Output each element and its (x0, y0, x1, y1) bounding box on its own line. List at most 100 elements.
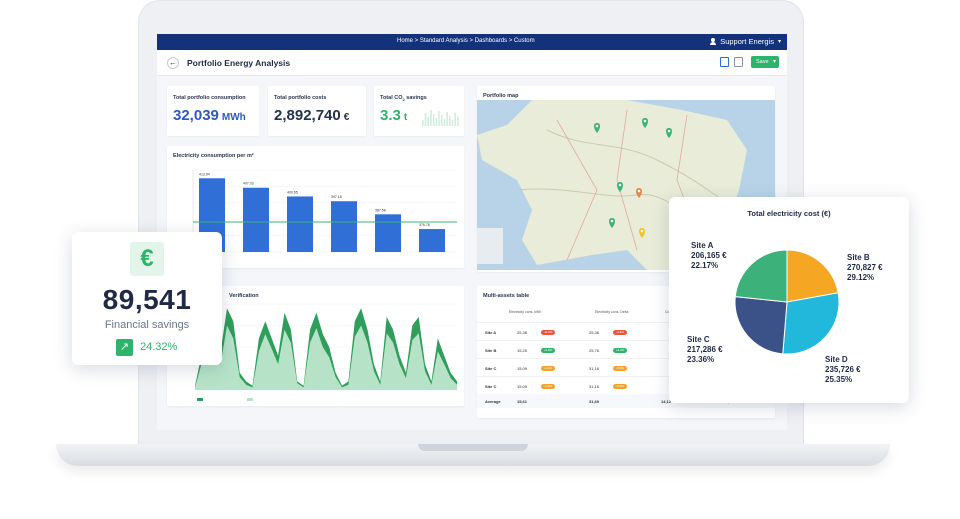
verification-area-chart (195, 303, 457, 401)
map-pin-icon[interactable] (639, 228, 645, 238)
kpi-value: 3.3 t (380, 107, 408, 124)
sparkline-bar (440, 115, 443, 126)
legend-swatch (247, 398, 253, 401)
table-row[interactable]: Site C 15,09 31,16 -1,2% -0,9% (477, 358, 775, 376)
sparkline-bar (438, 111, 440, 126)
footer-value: 31,69 (589, 399, 600, 404)
page-header: ← Portfolio Energy Analysis Save (157, 50, 787, 76)
sparkline-bar (457, 117, 459, 126)
value-cell: 25,76 (589, 348, 600, 353)
user-name: Support Energis (720, 37, 774, 46)
sparkline-bar (449, 116, 451, 126)
site-cell: Site A (485, 330, 497, 335)
column-header[interactable]: Co (665, 310, 670, 314)
chevron-down-icon: ▾ (777, 39, 781, 45)
pie-slice-label: Site B 270,827 €29.12% (847, 253, 883, 282)
financial-savings-card: € 89,541 Financial savings ↗ 24.32% (72, 232, 222, 365)
delta-badge: -11,6% (541, 330, 555, 335)
table-row[interactable]: Site C 15,09 31,16 -1,2% -0,9% (477, 376, 775, 394)
footer-value: 15,61 (517, 399, 528, 404)
consumption-bar-chart: 413.94 407.03 400.65 397.15 387.58 376.78 (192, 169, 457, 253)
user-icon (710, 38, 717, 45)
pie-slice[interactable] (786, 249, 839, 303)
map-pin-icon[interactable] (617, 182, 623, 192)
sparkline-bar (432, 114, 435, 126)
back-button[interactable]: ← (167, 57, 179, 69)
verification-chart-card: Verification (167, 286, 464, 406)
map-pin-icon[interactable] (594, 123, 600, 133)
image-export-icon[interactable] (720, 57, 729, 67)
footer-label: Average (485, 399, 501, 404)
pie-slice[interactable] (782, 292, 840, 355)
page-title: Portfolio Energy Analysis (187, 58, 291, 68)
delta-badge: -0,9% (613, 384, 627, 389)
footer-value: 14,12 (661, 399, 672, 404)
pie-title: Total electricity cost (€) (747, 209, 831, 218)
bar[interactable] (287, 196, 313, 252)
document-export-icon[interactable] (734, 57, 743, 67)
sparkline-bar (454, 113, 456, 126)
table-row[interactable]: Site B 15,25 25,76 +0,8% +2,3% (477, 340, 775, 358)
savings-trend: 24.32% (140, 341, 178, 353)
pie-slice-label: Site D 235,726 €25.35% (825, 355, 861, 384)
bar[interactable] (375, 214, 401, 252)
sparkline-bar (427, 117, 429, 126)
map-pin-icon[interactable] (609, 218, 615, 228)
sparkline-bar (446, 112, 448, 126)
kpi-value: 2,892,740 € (274, 107, 350, 124)
site-cell: Site C (485, 366, 497, 371)
bar[interactable] (331, 201, 357, 252)
breadcrumb[interactable]: Home > Standard Analysis > Dashboards > … (397, 38, 535, 44)
bar[interactable] (243, 187, 269, 252)
site-cell: Site B (485, 348, 497, 353)
map-pin-icon[interactable] (642, 118, 648, 128)
sparkline-bar (443, 119, 446, 126)
pie-slice[interactable] (734, 296, 788, 355)
euro-icon: € (130, 242, 164, 276)
delta-badge: -1,2% (541, 384, 555, 389)
value-cell: 15,25 (517, 348, 528, 353)
pie-slice-label: Site C 217,286 €23.36% (687, 335, 723, 364)
sparkline-bar (422, 120, 424, 126)
bar-value-label: 397.15 (331, 195, 342, 199)
bar-value-label: 413.94 (199, 172, 210, 176)
bar[interactable] (419, 229, 445, 252)
electricity-cost-pie (734, 249, 840, 355)
map-pin-icon[interactable] (636, 188, 642, 198)
bar-value-label: 387.58 (375, 208, 386, 212)
kpi-co2-savings: Total CO2 savings 3.3 t (374, 86, 464, 136)
value-cell: 15,09 (517, 366, 528, 371)
co2-sparkline (422, 110, 459, 126)
delta-badge: -1,2% (541, 366, 555, 371)
column-header[interactable]: Electricity cons. Delta (595, 310, 629, 314)
sparkline-bar (424, 113, 427, 126)
legend-swatch (197, 398, 203, 401)
value-cell: 31,16 (589, 384, 600, 389)
table-row[interactable]: Site A 25,38 25,36 -11,6% -4,9% (477, 322, 775, 340)
sparkline-bar (435, 118, 438, 126)
map-pin-icon[interactable] (666, 128, 672, 138)
delta-badge: +0,8% (541, 348, 555, 353)
table-title: Multi-assets table (483, 293, 530, 299)
bar-value-label: 407.03 (243, 182, 254, 186)
electricity-cost-pie-card: Total electricity cost (€) Site A 206,165… (669, 197, 909, 403)
site-cell: Site C (485, 384, 497, 389)
value-cell: 31,16 (589, 366, 600, 371)
user-menu[interactable]: Support Energis ▾ (710, 37, 781, 46)
save-button[interactable]: Save (751, 56, 779, 68)
savings-value: 89,541 (102, 284, 192, 315)
delta-badge: -0,9% (613, 366, 627, 371)
kpi-label: Total portfolio costs (274, 95, 327, 101)
value-cell: 15,09 (517, 384, 528, 389)
laptop-notch (418, 444, 528, 451)
kpi-label: Total portfolio consumption (173, 95, 246, 101)
sparkline-bar (451, 120, 454, 126)
pie-slice[interactable] (734, 249, 788, 303)
chart-title: Electricity consumption per m² (173, 153, 254, 159)
kpi-label: Total CO2 savings (380, 95, 427, 103)
column-header[interactable]: Electricity cons. kWh (509, 310, 542, 314)
delta-badge: +2,3% (613, 348, 627, 353)
consumption-chart-card: Electricity consumption per m² 413.94 407… (167, 146, 464, 268)
chart-title: Verification (229, 293, 259, 299)
